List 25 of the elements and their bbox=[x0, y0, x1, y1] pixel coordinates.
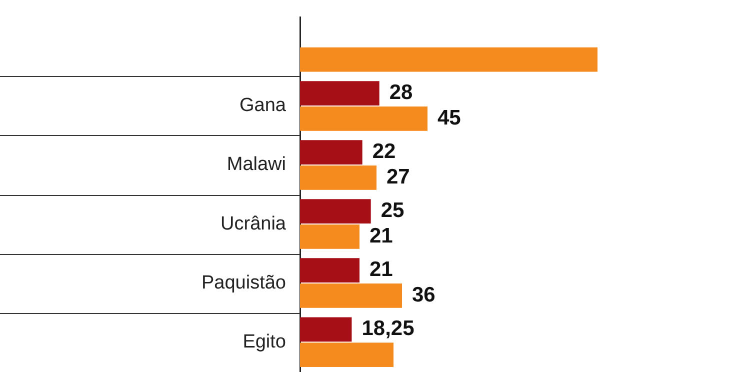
bar bbox=[300, 258, 360, 283]
y-tick-label: Egito bbox=[242, 331, 286, 352]
bar bbox=[300, 165, 376, 190]
bar bbox=[300, 81, 380, 106]
data-label: 18,25 bbox=[362, 317, 415, 340]
data-label: 25 bbox=[380, 199, 405, 222]
y-tick-label: Ucrânia bbox=[220, 213, 286, 234]
data-label: 27 bbox=[386, 165, 410, 188]
data-label: 28 bbox=[389, 81, 414, 104]
y-tick-label: Paquistão bbox=[201, 272, 286, 294]
bar bbox=[300, 284, 402, 308]
bar bbox=[300, 106, 428, 131]
data-label: 22 bbox=[372, 140, 396, 164]
bar bbox=[300, 199, 371, 224]
bar bbox=[300, 342, 394, 367]
y-tick-label: Malawi bbox=[226, 154, 286, 176]
bar bbox=[300, 317, 352, 342]
bar bbox=[300, 224, 360, 249]
y-tick-label: Gana bbox=[240, 95, 286, 116]
data-label: 21 bbox=[370, 224, 394, 248]
data-label: 36 bbox=[412, 284, 436, 307]
bar bbox=[300, 47, 598, 72]
bar bbox=[300, 140, 362, 164]
data-label: 21 bbox=[370, 258, 394, 282]
data-label: 45 bbox=[438, 106, 462, 130]
